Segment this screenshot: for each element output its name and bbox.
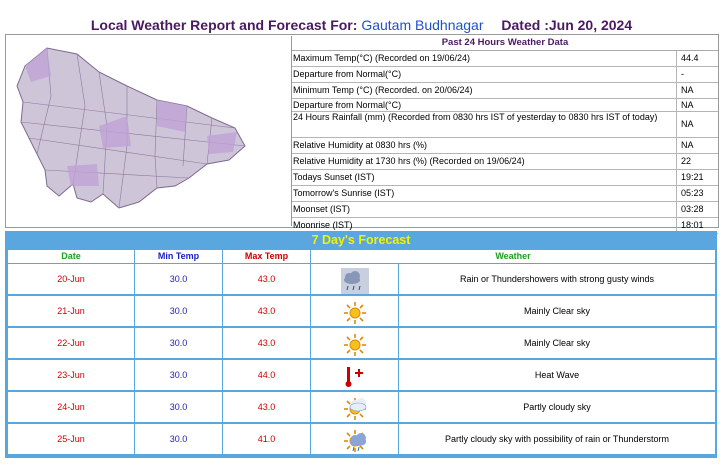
forecast-icon-cell: [311, 360, 398, 390]
forecast-panel: 7 Day's Forecast Date Min Temp Max Temp …: [5, 231, 717, 458]
forecast-icon-cell: [311, 392, 398, 422]
past-24h-value: NA: [676, 99, 718, 111]
forecast-row: 25-Jun 30.0 41.0 Partly cloudy sky with pos…: [8, 424, 715, 454]
past-24h-value: 18:01: [676, 218, 718, 233]
past-24h-value: 22: [676, 154, 718, 169]
thunderstorm-rain-icon: [340, 267, 369, 294]
page-title: Local Weather Report and Forecast For: G…: [0, 17, 723, 33]
past-24h-value: NA: [676, 83, 718, 98]
forecast-icon-cell: [311, 424, 398, 454]
past-24h-row: Minimum Temp (°C) (Recorded. on 20/06/24…: [292, 83, 718, 99]
forecast-min-temp: 30.0: [169, 434, 188, 444]
forecast-row: 24-Jun 30.0 43.0 Partly cloudy sky: [8, 392, 715, 422]
past-24h-label: Relative Humidity at 1730 hrs (%) (Recor…: [293, 156, 525, 166]
header-max-temp: Max Temp: [244, 251, 289, 261]
past-24h-value: NA: [676, 138, 718, 153]
past-24h-value: NA: [676, 112, 718, 137]
past-24h-label: 24 Hours Rainfall (mm) (Recorded from 08…: [293, 112, 658, 122]
forecast-date: 23-Jun: [57, 370, 85, 380]
past-24h-value: 03:28: [676, 202, 718, 217]
sun-icon: [341, 332, 369, 358]
past-24h-row: Relative Humidity at 1730 hrs (%) (Recor…: [292, 154, 718, 170]
header-date: Date: [61, 251, 81, 261]
partly-cloudy-rain-icon: [341, 428, 369, 454]
sun-icon: [341, 300, 369, 326]
forecast-min-temp: 30.0: [169, 306, 188, 316]
forecast-icon-cell: [311, 296, 398, 326]
forecast-max-temp: 43.0: [257, 274, 276, 284]
forecast-max-temp: 43.0: [257, 402, 276, 412]
forecast-max-temp: 43.0: [257, 306, 276, 316]
header-weather: Weather: [495, 251, 531, 261]
past-24h-label: Relative Humidity at 0830 hrs (%): [293, 140, 428, 150]
forecast-min-temp: 30.0: [169, 338, 188, 348]
partly-cloudy-icon: [341, 396, 369, 422]
past-24h-value: 19:21: [676, 170, 718, 185]
forecast-min-temp: 30.0: [169, 274, 188, 284]
district-map: [7, 36, 290, 226]
forecast-icon-cell: [311, 328, 398, 358]
title-prefix: Local Weather Report and Forecast For:: [90, 17, 358, 33]
past-24h-value: -: [676, 67, 718, 82]
past-24h-label: Moonset (IST): [293, 204, 351, 214]
past-24h-row: Relative Humidity at 0830 hrs (%) NA: [292, 138, 718, 154]
forecast-min-temp: 30.0: [169, 402, 188, 412]
forecast-max-temp: 41.0: [257, 434, 276, 444]
forecast-date: 21-Jun: [57, 306, 85, 316]
forecast-weather: Mainly Clear sky: [523, 338, 590, 348]
past-24h-label: Tomorrow's Sunrise (IST): [293, 188, 395, 198]
forecast-date: 22-Jun: [57, 338, 85, 348]
forecast-max-temp: 44.0: [257, 370, 276, 380]
forecast-weather: Mainly Clear sky: [523, 306, 590, 316]
forecast-row: 22-Jun 30.0 43.0 Mainly Clear sky: [8, 328, 715, 358]
past-24h-row: 24 Hours Rainfall (mm) (Recorded from 08…: [292, 112, 718, 138]
past-24h-value: 05:23: [676, 186, 718, 201]
past-24h-label: Todays Sunset (IST): [293, 172, 375, 182]
past-24h-row: Maximum Temp(°C) (Recorded on 19/06/24) 4…: [292, 51, 718, 67]
forecast-date: 24-Jun: [57, 402, 85, 412]
forecast-weather: Heat Wave: [534, 370, 580, 380]
past-24h-row: Departure from Normal(°C) -: [292, 67, 718, 83]
forecast-weather: Partly cloudy sky with possibility of ra…: [445, 434, 669, 444]
forecast-date: 25-Jun: [57, 434, 85, 444]
report-date: Dated :Jun 20, 2024: [501, 17, 633, 33]
forecast-weather: Partly cloudy sky: [523, 402, 591, 412]
past-24h-row: Tomorrow's Sunrise (IST) 05:23: [292, 186, 718, 202]
forecast-row: 23-Jun 30.0 44.0 Heat Wave: [8, 360, 715, 390]
forecast-weather: Rain or Thundershowers with strong gusty…: [460, 274, 654, 284]
forecast-row: 21-Jun 30.0 43.0 Mainly Clear sky: [8, 296, 715, 326]
past-24h-label: Departure from Normal(°C): [293, 69, 402, 79]
forecast-header-row: Date Min Temp Max Temp Weather: [8, 250, 715, 263]
forecast-date: 20-Jun: [57, 274, 85, 284]
past-24h-rows: Maximum Temp(°C) (Recorded on 19/06/24) 4…: [292, 51, 718, 234]
heat-wave-thermometer-icon: [341, 364, 369, 390]
past-24h-value: 44.4: [676, 51, 718, 66]
uttar-pradesh-map-image: [7, 36, 290, 226]
past-24h-row: Todays Sunset (IST) 19:21: [292, 170, 718, 186]
forecast-row: 20-Jun 30.0 43.0 Rain or Thundershowers wit…: [8, 264, 715, 294]
past-24h-row: Departure from Normal(°C) NA: [292, 99, 718, 112]
past-24h-label: Minimum Temp (°C) (Recorded. on 20/06/24…: [293, 85, 473, 95]
forecast-max-temp: 43.0: [257, 338, 276, 348]
past-24h-row: Moonset (IST) 03:28: [292, 202, 718, 218]
past-24h-panel: Past 24 Hours Weather Data Maximum Temp(…: [291, 36, 718, 234]
header-min-temp: Min Temp: [157, 251, 200, 261]
forecast-icon-cell: [311, 264, 398, 294]
place-name: Gautam Budhnagar: [361, 17, 484, 33]
past-24h-label: Moonrise (IST): [293, 220, 353, 230]
past-24h-label: Departure from Normal(°C): [293, 100, 402, 110]
past-24h-label: Maximum Temp(°C) (Recorded on 19/06/24): [293, 53, 471, 63]
forecast-title: 7 Day's Forecast: [311, 233, 411, 247]
past-24h-title: Past 24 Hours Weather Data: [292, 36, 718, 51]
forecast-min-temp: 30.0: [169, 370, 188, 380]
report-panel: Past 24 Hours Weather Data Maximum Temp(…: [5, 34, 719, 234]
